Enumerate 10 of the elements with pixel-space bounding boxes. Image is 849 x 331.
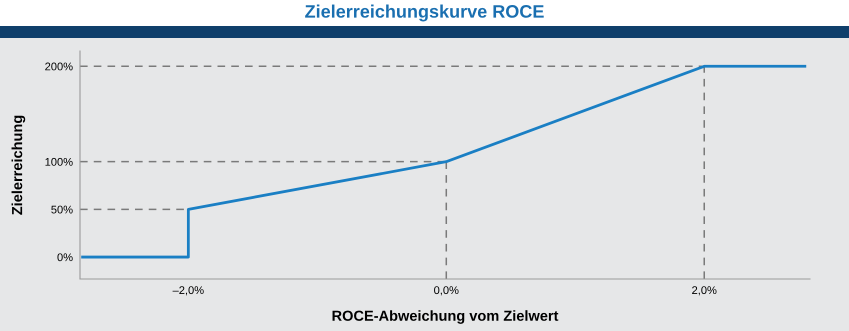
y-tick-label: 50% — [51, 206, 73, 214]
chart-title: Zielerreichungskurve ROCE — [305, 4, 544, 22]
x-tick-label: –2,0% — [172, 286, 204, 296]
x-axis-title: ROCE-Abweichung vom Zielwert — [332, 310, 558, 324]
y-tick-label: 200% — [45, 62, 73, 70]
y-tick-label: 0% — [57, 253, 73, 262]
x-tick-label: 2,0% — [692, 286, 717, 296]
y-axis-title: Zielerreichung — [12, 116, 26, 215]
x-tick-label: 0,0% — [434, 286, 459, 296]
y-tick-label: 100% — [45, 158, 73, 166]
